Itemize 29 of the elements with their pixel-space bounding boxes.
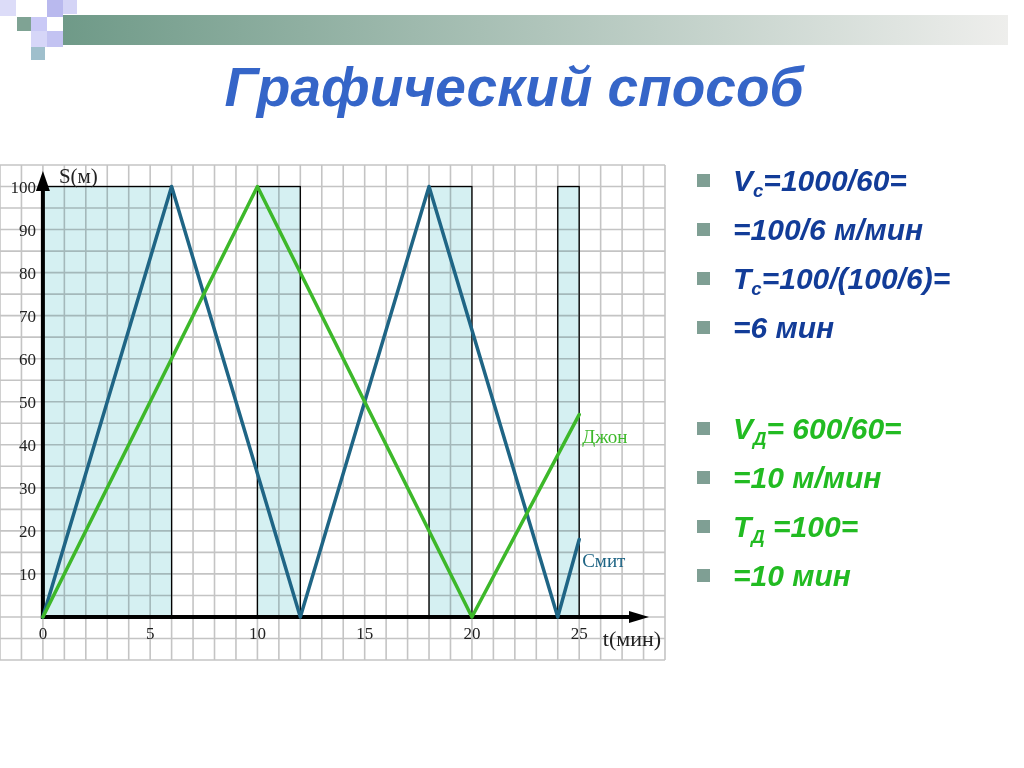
x-tick-label: 25 [570, 623, 588, 643]
x-tick-label: 20 [463, 623, 481, 643]
text: =10 м/мин [733, 461, 882, 494]
series-label: Смит [582, 550, 627, 572]
text: =6 мин [733, 311, 835, 344]
y-tick-label: 20 [18, 521, 36, 541]
y-tick-label: 50 [18, 392, 36, 412]
text: V$_{Д}$= 600/60= [733, 412, 902, 449]
text: =100/6 м/мин [733, 213, 924, 246]
text: =10 мин [733, 559, 851, 592]
y-tick-label: 70 [18, 306, 36, 326]
y-tick-label: 100 [10, 177, 36, 197]
y-tick-label: 80 [18, 263, 36, 283]
x-tick-label: 0 [38, 623, 48, 643]
x-tick-label: 5 [145, 623, 155, 643]
y-tick-label: 30 [18, 478, 36, 498]
text: V$_{с}$=1000/60= [733, 164, 907, 201]
chart-title: Графический способ [224, 56, 806, 118]
text: T$_{Д}$ =100= [733, 510, 859, 547]
y-tick-label: 60 [18, 349, 36, 369]
x-tick-label: 10 [248, 623, 266, 643]
x-axis-title: t(мин) [602, 625, 661, 651]
y-axis-title: S(м) [58, 164, 98, 188]
series-label: Джон [582, 425, 628, 447]
y-tick-label: 40 [18, 435, 36, 455]
y-tick-label: 10 [18, 564, 36, 584]
x-tick-label: 15 [356, 623, 374, 643]
text: T$_{с}$=100/(100/6)= [733, 262, 951, 299]
y-tick-label: 90 [18, 220, 36, 240]
